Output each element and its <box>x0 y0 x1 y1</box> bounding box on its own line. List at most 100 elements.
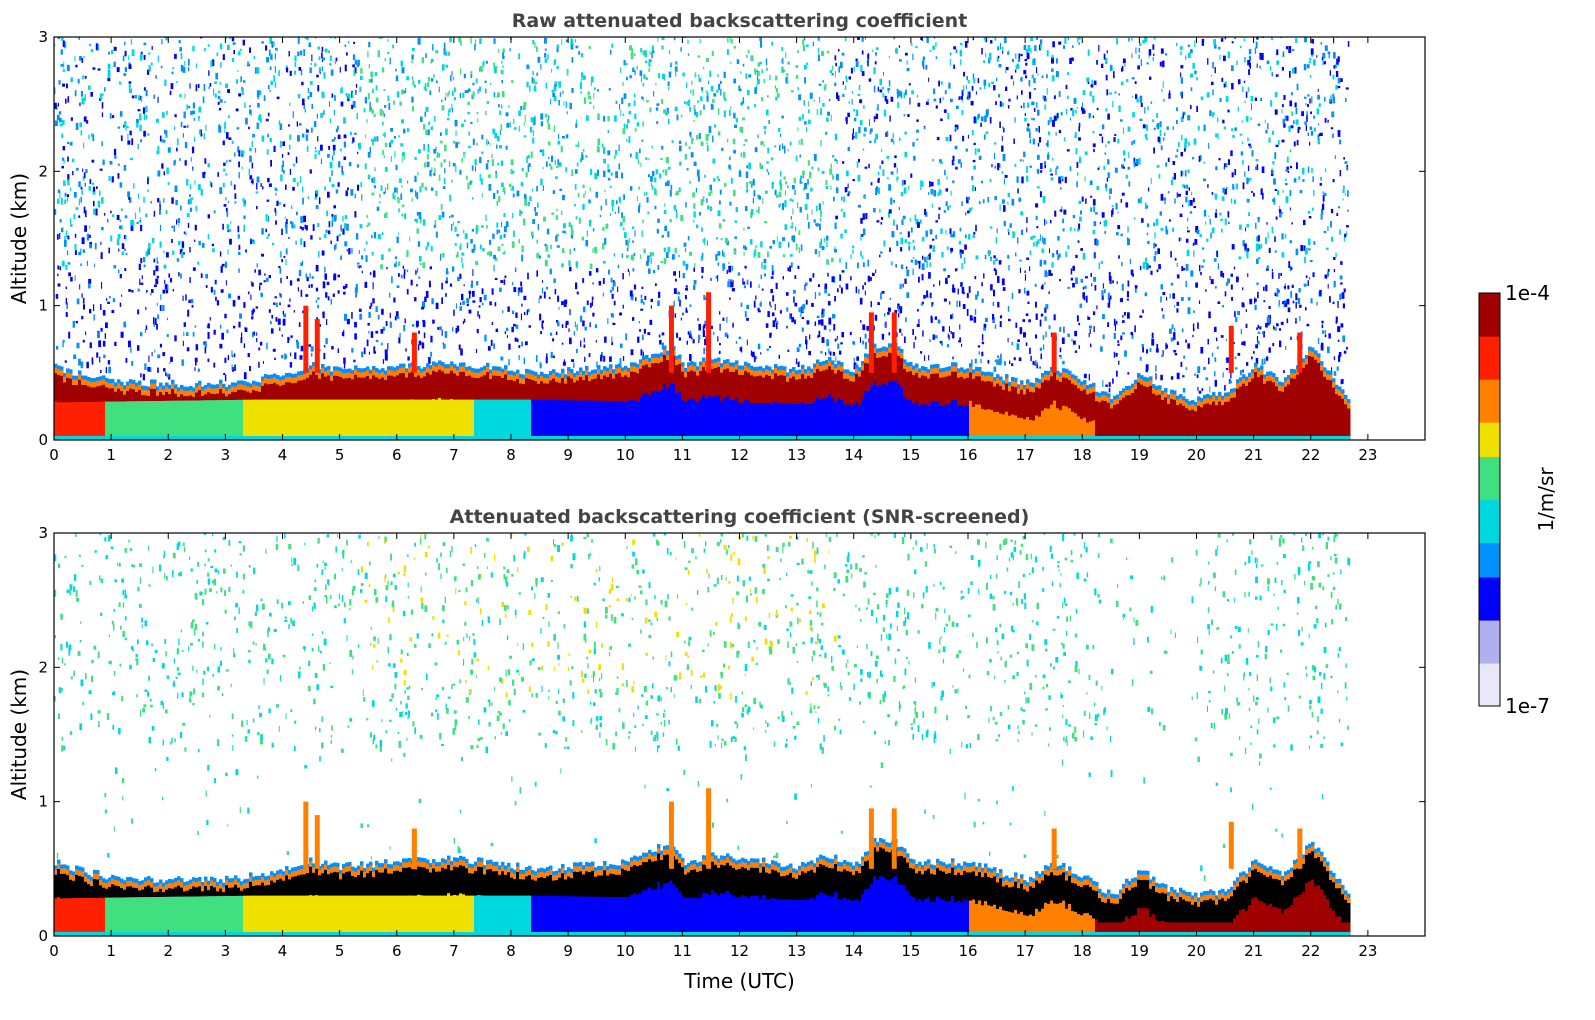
colorbar-swatch <box>1479 439 1500 449</box>
colorbar-swatch <box>1479 310 1500 320</box>
y-axis: 0 1 2 3 <box>38 28 1425 449</box>
noise-speckles <box>54 533 1351 882</box>
colorbar-swatch <box>1479 594 1500 604</box>
x-tick-label: 7 <box>449 942 459 960</box>
colorbar-swatch <box>1479 490 1500 501</box>
colorbar-swatch <box>1479 576 1500 587</box>
colorbar-swatch <box>1479 645 1500 655</box>
colorbar-swatch <box>1479 654 1500 664</box>
colorbar-swatch <box>1479 516 1500 526</box>
x-tick-label: 6 <box>392 446 402 464</box>
colorbar-swatch <box>1479 293 1500 303</box>
x-tick-label: 23 <box>1358 942 1377 960</box>
y-tick-label: 2 <box>38 658 48 676</box>
colorbar-swatch <box>1479 508 1500 518</box>
colorbar-swatch <box>1479 370 1500 380</box>
colorbar-min-label: 1e-7 <box>1505 694 1550 718</box>
x-tick-label: 12 <box>730 446 749 464</box>
x-tick-label: 20 <box>1187 942 1206 960</box>
x-tick-label: 11 <box>673 942 692 960</box>
x-tick-label: 5 <box>335 446 345 464</box>
colorbar-swatch <box>1479 697 1500 707</box>
y-axis: 0 1 2 3 <box>38 524 1425 945</box>
colorbar-swatch <box>1479 361 1500 372</box>
x-tick-label: 12 <box>730 942 749 960</box>
colorbar-swatch <box>1479 542 1500 552</box>
x-tick-label: 17 <box>1016 942 1035 960</box>
colorbar-swatch <box>1479 662 1500 673</box>
x-tick-label: 15 <box>901 446 920 464</box>
colorbar-swatch <box>1479 551 1500 561</box>
colorbar-swatch <box>1479 456 1500 466</box>
x-tick-label: 11 <box>673 446 692 464</box>
x-tick-label: 3 <box>221 446 231 464</box>
y-tick-label: 3 <box>38 524 48 542</box>
x-tick-label: 20 <box>1187 446 1206 464</box>
x-tick-label: 19 <box>1130 942 1149 960</box>
x-tick-label: 6 <box>392 942 402 960</box>
x-axis: 0 1 2 3 4 5 6 7 8 9 10 11 12 13 14 15 16 17 18 19 20 21 22 23 <box>49 37 1377 464</box>
colorbar-swatch <box>1479 688 1500 698</box>
x-tick-label: 8 <box>506 942 516 960</box>
colorbar-swatch <box>1479 379 1500 389</box>
colorbar: 1e-4 1e-7 1/m/sr <box>1478 281 1558 718</box>
y-axis-label: Altitude (km) <box>7 669 31 800</box>
boundary-layer-columns <box>54 838 1351 936</box>
chart-title: Raw attenuated backscattering coefficien… <box>512 10 968 32</box>
heatmap-image <box>54 37 1351 440</box>
colorbar-swatch <box>1479 482 1500 492</box>
colorbar-swatch <box>1479 336 1500 346</box>
x-tick-label: 4 <box>278 942 288 960</box>
x-tick-label: 13 <box>787 446 806 464</box>
x-tick-label: 3 <box>221 942 231 960</box>
colorbar-swatch <box>1479 404 1500 415</box>
colorbar-swatch <box>1479 499 1500 509</box>
x-tick-label: 2 <box>163 446 173 464</box>
y-tick-label: 0 <box>38 927 48 945</box>
x-tick-label: 0 <box>49 446 59 464</box>
x-tick-label: 15 <box>901 942 920 960</box>
chart-title: Attenuated backscattering coefficient (S… <box>450 506 1030 528</box>
colorbar-swatch <box>1479 301 1500 311</box>
x-tick-label: 8 <box>506 446 516 464</box>
x-tick-label: 22 <box>1301 942 1320 960</box>
colorbar-swatch <box>1479 473 1500 483</box>
x-tick-label: 23 <box>1358 446 1377 464</box>
x-tick-label: 13 <box>787 942 806 960</box>
colorbar-swatch <box>1479 602 1500 612</box>
colorbar-swatch <box>1479 344 1500 354</box>
x-tick-label: 22 <box>1301 446 1320 464</box>
colorbar-swatch <box>1479 327 1500 337</box>
x-tick-label: 1 <box>106 942 116 960</box>
colorbar-swatch <box>1479 533 1500 544</box>
y-tick-label: 0 <box>38 431 48 449</box>
colorbar-swatch <box>1479 628 1500 638</box>
y-axis-label: Altitude (km) <box>7 173 31 304</box>
noise-speckles <box>54 37 1350 394</box>
heatmap-image <box>54 533 1351 936</box>
colorbar-swatch <box>1479 396 1500 406</box>
x-tick-label: 1 <box>106 446 116 464</box>
x-tick-label: 4 <box>278 446 288 464</box>
aerosol-plumes <box>303 292 1303 373</box>
colorbar-swatch <box>1479 619 1500 630</box>
chart-panel-1: 0 1 2 3 4 5 6 7 8 9 10 11 12 13 14 15 16 17 18 19 20 21 22 2301… <box>7 10 1426 464</box>
colorbar-swatch <box>1479 585 1500 595</box>
colorbar-label: 1/m/sr <box>1534 467 1558 532</box>
x-tick-label: 7 <box>449 446 459 464</box>
x-tick-label: 14 <box>844 942 863 960</box>
x-tick-label: 9 <box>563 942 573 960</box>
colorbar-swatch <box>1479 413 1500 423</box>
x-tick-label: 16 <box>958 942 977 960</box>
colorbar-swatch <box>1479 318 1500 329</box>
colorbar-swatch <box>1479 559 1500 569</box>
colorbar-swatch <box>1479 680 1500 690</box>
colorbar-swatch <box>1479 525 1500 535</box>
x-tick-label: 17 <box>1016 446 1035 464</box>
colorbar-swatch <box>1479 611 1500 621</box>
x-tick-label: 19 <box>1130 446 1149 464</box>
colorbar-swatch <box>1479 671 1500 681</box>
x-axis: 0 1 2 3 4 5 6 7 8 9 10 11 12 13 14 15 16 17 18 19 20 21 22 23 <box>49 533 1377 960</box>
x-tick-label: 2 <box>163 942 173 960</box>
x-tick-label: 16 <box>958 446 977 464</box>
